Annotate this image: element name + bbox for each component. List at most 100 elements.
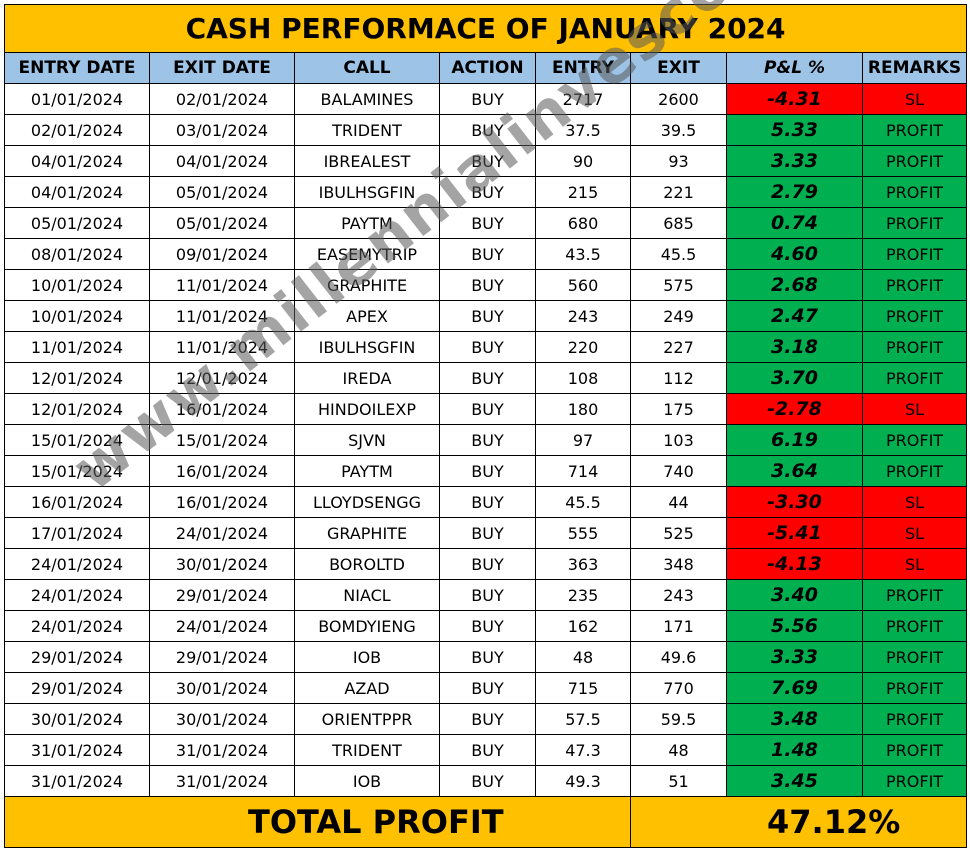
cell-pl: 2.79 [726, 176, 863, 208]
cell-entry-date: 24/01/2024 [4, 579, 150, 611]
cell-exit: 740 [630, 455, 727, 487]
cell-action: BUY [439, 145, 536, 177]
header-entry: ENTRY [535, 52, 631, 84]
total-value: 47.12% [629, 796, 968, 848]
cell-remarks: SL [861, 83, 968, 115]
cell-exit: 685 [630, 207, 727, 239]
cell-exit-date: 02/01/2024 [149, 83, 295, 115]
cell-remarks: PROFIT [861, 300, 968, 332]
cell-call: IBULHSGFIN [294, 331, 440, 363]
cell-remarks: PROFIT [861, 579, 968, 611]
cell-entry: 108 [535, 362, 631, 394]
table-row: 02/01/2024 03/01/2024 TRIDENT BUY 37.5 39.5 5.… [4, 114, 968, 146]
cell-action: BUY [439, 393, 536, 425]
cell-remarks: PROFIT [861, 641, 968, 673]
table-row: 24/01/2024 30/01/2024 BOROLTD BUY 363 348 -4.1… [4, 548, 968, 580]
cell-entry: 97 [535, 424, 631, 456]
cell-exit-date: 05/01/2024 [149, 176, 295, 208]
cell-pl: 2.47 [726, 300, 863, 332]
cell-exit-date: 16/01/2024 [149, 486, 295, 518]
cell-remarks: PROFIT [861, 610, 968, 642]
cell-entry-date: 15/01/2024 [4, 424, 150, 456]
cell-exit: 45.5 [630, 238, 727, 270]
table-row: 15/01/2024 16/01/2024 PAYTM BUY 714 740 3.64 PR… [4, 455, 968, 487]
cell-exit: 770 [630, 672, 727, 704]
table-row: 11/01/2024 11/01/2024 IBULHSGFIN BUY 220 227 3… [4, 331, 968, 363]
cell-entry: 43.5 [535, 238, 631, 270]
cell-remarks: PROFIT [861, 703, 968, 735]
cell-exit: 227 [630, 331, 727, 363]
table-row: 15/01/2024 15/01/2024 SJVN BUY 97 103 6.19 PROF… [4, 424, 968, 456]
cell-action: BUY [439, 517, 536, 549]
cell-exit: 51 [630, 765, 727, 797]
cell-exit: 44 [630, 486, 727, 518]
trade-rows: 01/01/2024 02/01/2024 BALAMINES BUY 2717 2600… [4, 83, 968, 797]
cell-exit: 249 [630, 300, 727, 332]
cell-entry: 715 [535, 672, 631, 704]
cell-exit: 175 [630, 393, 727, 425]
table-row: 04/01/2024 04/01/2024 IBREALEST BUY 90 93 3.33… [4, 145, 968, 177]
cell-pl: 5.33 [726, 114, 863, 146]
cell-entry: 47.3 [535, 734, 631, 766]
cell-action: BUY [439, 734, 536, 766]
cell-action: BUY [439, 114, 536, 146]
cell-pl: -2.78 [726, 393, 863, 425]
cell-action: BUY [439, 207, 536, 239]
cell-remarks: PROFIT [861, 672, 968, 704]
cell-entry: 48 [535, 641, 631, 673]
cell-entry-date: 12/01/2024 [4, 393, 150, 425]
table-row: 12/01/2024 16/01/2024 HINDOILEXP BUY 180 175-… [4, 393, 968, 425]
cell-entry-date: 31/01/2024 [4, 734, 150, 766]
cell-remarks: PROFIT [861, 207, 968, 239]
cell-call: BALAMINES [294, 83, 440, 115]
total-row: TOTAL PROFIT 47.12% [4, 796, 968, 848]
cell-action: BUY [439, 238, 536, 270]
cell-remarks: PROFIT [861, 362, 968, 394]
cell-exit-date: 11/01/2024 [149, 269, 295, 301]
cell-remarks: PROFIT [861, 331, 968, 363]
cell-pl: 3.40 [726, 579, 863, 611]
cell-pl: 3.45 [726, 765, 863, 797]
table-row: 08/01/2024 09/01/2024 EASEMYTRIP BUY 43.5 45.… [4, 238, 968, 270]
cell-exit-date: 03/01/2024 [149, 114, 295, 146]
cell-exit: 112 [630, 362, 727, 394]
cell-call: IBULHSGFIN [294, 176, 440, 208]
cell-call: IOB [294, 765, 440, 797]
cell-call: ORIENTPPR [294, 703, 440, 735]
cell-pl: 1.48 [726, 734, 863, 766]
cell-entry-date: 31/01/2024 [4, 765, 150, 797]
cell-action: BUY [439, 362, 536, 394]
cell-action: BUY [439, 83, 536, 115]
cell-entry: 57.5 [535, 703, 631, 735]
cell-entry-date: 12/01/2024 [4, 362, 150, 394]
cell-action: BUY [439, 610, 536, 642]
cell-action: BUY [439, 455, 536, 487]
cell-call: IOB [294, 641, 440, 673]
cell-entry-date: 08/01/2024 [4, 238, 150, 270]
cell-exit-date: 09/01/2024 [149, 238, 295, 270]
cell-remarks: SL [861, 393, 968, 425]
cell-pl: 5.56 [726, 610, 863, 642]
cell-entry-date: 29/01/2024 [4, 672, 150, 704]
table-row: 01/01/2024 02/01/2024 BALAMINES BUY 2717 2600… [4, 83, 968, 115]
cell-entry-date: 24/01/2024 [4, 610, 150, 642]
cell-pl: 7.69 [726, 672, 863, 704]
sheet-title: CASH PERFORMACE OF JANUARY 2024 [3, 4, 968, 53]
cell-remarks: SL [861, 486, 968, 518]
cell-exit-date: 11/01/2024 [149, 300, 295, 332]
cell-remarks: PROFIT [861, 238, 968, 270]
header-call: CALL [294, 52, 440, 84]
cell-call: AZAD [294, 672, 440, 704]
cell-entry: 37.5 [535, 114, 631, 146]
cell-exit: 243 [630, 579, 727, 611]
cell-entry-date: 17/01/2024 [4, 517, 150, 549]
header-row: ENTRY DATE EXIT DATE CALL ACTION ENTRY E… [4, 52, 968, 84]
performance-table: CASH PERFORMACE OF JANUARY 2024 ENTRY DA… [3, 4, 968, 848]
cell-call: IBREALEST [294, 145, 440, 177]
cell-call: GRAPHITE [294, 269, 440, 301]
cell-exit-date: 11/01/2024 [149, 331, 295, 363]
header-entry-date: ENTRY DATE [4, 52, 150, 84]
cell-remarks: PROFIT [861, 145, 968, 177]
cell-entry: 680 [535, 207, 631, 239]
cell-entry: 560 [535, 269, 631, 301]
